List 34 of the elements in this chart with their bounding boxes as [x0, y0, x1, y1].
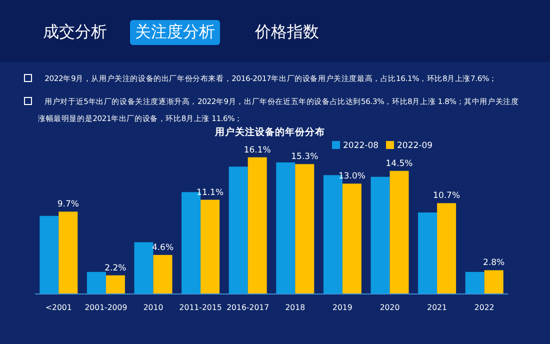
data-label: 14.5%	[386, 158, 413, 169]
data-label: 11.1%	[196, 188, 224, 198]
bar	[342, 184, 362, 294]
text: 关注度分析	[130, 20, 220, 45]
chart-title: 用户关注设备的年份分布	[214, 126, 325, 138]
bar	[370, 176, 390, 294]
bar	[58, 212, 78, 294]
bar	[390, 170, 409, 294]
text: 价格指数	[254, 21, 320, 43]
data-label: 4.6%	[152, 242, 174, 253]
bar	[228, 166, 248, 294]
bar	[437, 203, 456, 294]
data-label: 10.7%	[433, 191, 460, 202]
legend-label: 2022-08	[343, 141, 379, 151]
bar	[86, 272, 106, 294]
data-label: 13.0%	[338, 172, 366, 182]
bar	[200, 200, 220, 294]
data-label: 16.1%	[244, 145, 271, 156]
text: 成交分析	[42, 21, 108, 43]
bar	[484, 270, 504, 294]
bar	[134, 242, 154, 294]
data-label: 2.8%	[483, 258, 505, 268]
bar	[418, 212, 438, 294]
legend-label: 2022-09	[397, 141, 433, 151]
bar	[248, 157, 267, 294]
bar	[276, 162, 296, 294]
data-label: 9.7%	[57, 200, 79, 210]
data-label: 2.2%	[104, 263, 126, 274]
bar	[106, 275, 125, 294]
data-label: 15.3%	[291, 152, 318, 162]
bar	[465, 272, 484, 294]
bar	[295, 164, 314, 294]
bar	[40, 216, 59, 294]
bar	[153, 254, 172, 294]
